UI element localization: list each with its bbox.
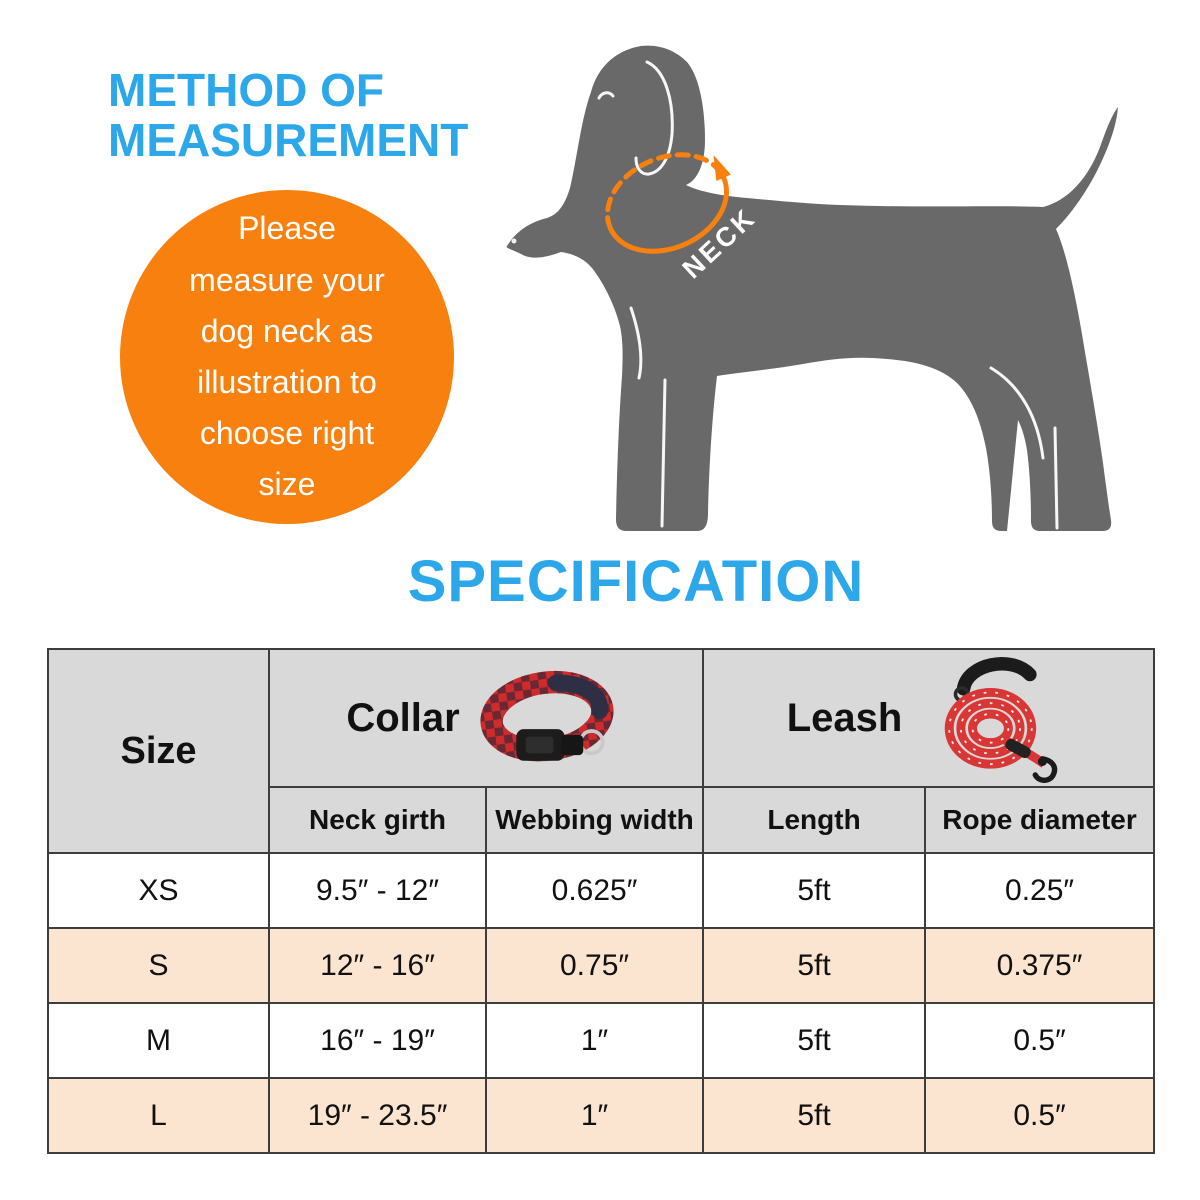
leash-header-label: Leash [786, 695, 903, 740]
leash-section-header: Leash [702, 648, 1156, 788]
table-row-m: M 16″ - 19″ 1″ 5ft 0.5″ [47, 1002, 1156, 1079]
table-subheader-row: Neck girth Webbing width Length Rope dia… [48, 786, 1156, 854]
specification-title: SPECIFICATION [407, 549, 865, 614]
collar-lining [547, 674, 608, 719]
webbing-width-value: 1″ [484, 1002, 705, 1079]
webbing-width-value: 0.75″ [484, 927, 705, 1004]
table-row-xs: XS 9.5″ - 12″ 0.625″ 5ft 0.25″ [47, 852, 1156, 929]
method-of-measurement-title: METHOD OF MEASUREMENT [108, 64, 469, 166]
size-value: L [47, 1077, 270, 1154]
neck-girth-value: 16″ - 19″ [268, 1002, 487, 1079]
dog-illustration: NECK [495, 8, 1135, 543]
leash-reflective-stitching [948, 691, 1033, 766]
collar-buckle-icon [516, 729, 583, 761]
length-value: 5ft [702, 852, 927, 929]
leash-clasp-icon [1032, 756, 1058, 783]
length-value: 5ft [702, 927, 927, 1004]
length-value: 5ft [702, 1002, 927, 1079]
table-row-l: L 19″ - 23.5″ 1″ 5ft 0.5″ [47, 1077, 1156, 1154]
rope-diameter-value: 0.375″ [924, 927, 1156, 1004]
collar-header-label: Collar [346, 695, 460, 740]
neck-arrow-icon [713, 154, 731, 182]
webbing-width-value: 0.625″ [484, 852, 705, 929]
table-row-s: S 12″ - 16″ 0.75″ 5ft 0.375″ [47, 927, 1156, 1004]
collar-image [480, 670, 614, 762]
specification-table: Size Collar [47, 648, 1156, 1154]
webbing-width-value: 1″ [484, 1077, 705, 1154]
table-header-row: Size Collar [47, 648, 1156, 854]
dog-nostril [511, 238, 517, 244]
size-value: XS [47, 852, 270, 929]
leash-barrel [1005, 738, 1032, 758]
rope-diameter-value: 0.5″ [924, 1002, 1156, 1079]
size-value: S [47, 927, 270, 1004]
leash-handle [957, 657, 1037, 696]
leash-image [945, 657, 1058, 783]
collar-section-header: Collar [267, 648, 705, 788]
dog-silhouette-svg: NECK [506, 45, 1118, 531]
neck-measure-ellipse [604, 152, 731, 254]
rope-diameter-value: 0.5″ [924, 1077, 1156, 1154]
measure-instruction-bubble: Please measure your dog neck as illustra… [120, 190, 454, 524]
neck-girth-value: 12″ - 16″ [268, 927, 487, 1004]
length-header: Length [702, 786, 927, 854]
rope-diameter-value: 0.25″ [924, 852, 1156, 929]
dog-silhouette [506, 45, 1118, 531]
dog-detail-lines [519, 60, 1059, 530]
neck-girth-header: Neck girth [268, 786, 487, 854]
size-value: M [47, 1002, 270, 1079]
length-value: 5ft [702, 1077, 927, 1154]
neck-girth-value: 19″ - 23.5″ [268, 1077, 487, 1154]
size-column-header: Size [47, 648, 270, 854]
webbing-width-header: Webbing width [484, 786, 705, 854]
rope-diameter-header: Rope diameter [924, 786, 1156, 854]
neck-girth-value: 9.5″ - 12″ [268, 852, 487, 929]
